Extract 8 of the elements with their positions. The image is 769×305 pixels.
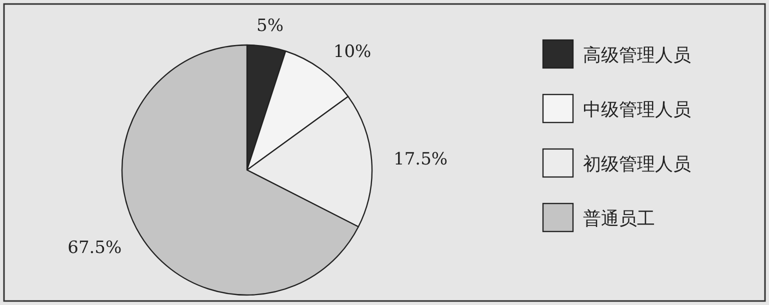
legend-label: 中级管理人员 bbox=[583, 100, 691, 120]
data-label: 5% bbox=[256, 16, 284, 36]
data-label: 17.5% bbox=[394, 149, 448, 170]
legend-label: 高级管理人员 bbox=[583, 45, 691, 66]
data-label: 10% bbox=[333, 42, 372, 62]
data-label: 67.5% bbox=[68, 238, 122, 258]
legend-label: 普通员工 bbox=[583, 208, 655, 230]
legend-label: 初级管理人员 bbox=[583, 154, 691, 175]
